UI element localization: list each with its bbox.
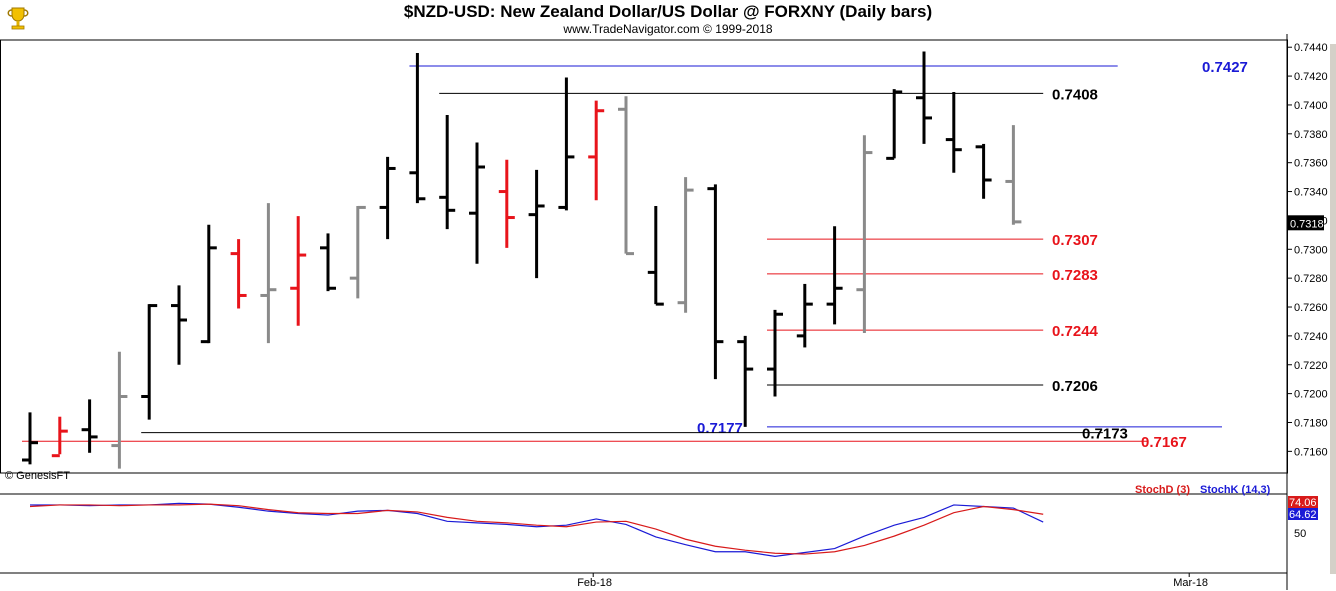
ohlc-bar: [826, 226, 843, 325]
ohlc-bar: [290, 216, 307, 326]
ohlc-bar: [945, 91, 962, 173]
trophy-logo-icon: [7, 7, 29, 30]
ohlc-bar: [647, 205, 664, 306]
price-tick-label: 0.7260: [1294, 302, 1328, 314]
price-tick-label: 0.7160: [1294, 446, 1328, 458]
level-label: 0.7244: [1052, 323, 1099, 340]
level-label: 0.7177: [697, 420, 743, 437]
ohlc-bar: [677, 177, 694, 313]
ohlc-bar: [707, 184, 724, 380]
ohlc-bar: [439, 115, 456, 230]
ohlc-bar: [22, 412, 38, 465]
level-lines: 0.7427 0.7408 0.7307 0.7283 0.7244 0.7206 0.71…: [22, 59, 1248, 451]
price-tick-label: 0.7220: [1294, 360, 1328, 372]
stoch-tick-label: 50: [1294, 528, 1306, 540]
level-label: 0.7173: [1082, 426, 1128, 443]
ohlc-bar: [588, 100, 605, 201]
ohlc-bar: [767, 309, 783, 397]
ohlc-bar: [111, 351, 128, 469]
price-tick-label: 0.7420: [1294, 71, 1328, 83]
chart-title: $NZD-USD: New Zealand Dollar/US Dollar @…: [403, 2, 933, 21]
ohlc-bar: [618, 96, 634, 256]
date-axis: Feb-18 Mar-18: [577, 573, 1208, 589]
genesis-watermark: © GenesisFT: [5, 470, 70, 482]
ohlc-bar: [141, 304, 158, 420]
ohlc-bar: [171, 285, 187, 365]
copyright-text: www.TradeNavigator.com © 1999-2018: [563, 22, 773, 36]
price-tick-label: 0.7340: [1294, 187, 1328, 199]
ohlc-bar: [558, 77, 575, 211]
price-tick-label: 0.7280: [1294, 273, 1328, 285]
level-label: 0.7283: [1052, 267, 1098, 284]
level-label: 0.7307: [1052, 232, 1098, 249]
level-label: 0.7427: [1202, 59, 1248, 76]
ohlc-bar: [975, 143, 992, 199]
stochk-value: 64.62: [1289, 509, 1317, 521]
ohlc-bar: [469, 142, 485, 264]
stochk-value-tag: [1288, 508, 1318, 520]
price-tick-label: 0.7440: [1294, 42, 1328, 54]
last-price-tag: [1288, 215, 1324, 231]
stochk-legend-label: StochK (14,3): [1200, 484, 1271, 496]
level-label: 0.7206: [1052, 378, 1098, 395]
ohlc-bar: [498, 159, 515, 248]
ohlc-bar: [230, 239, 247, 309]
right-scrollbar: [1330, 44, 1336, 574]
ohlc-bar: [320, 233, 336, 292]
level-label: 0.7167: [1141, 434, 1187, 451]
ohlc-bar: [260, 203, 277, 344]
ohlc-bar: [200, 224, 217, 344]
ohlc-bar: [81, 399, 98, 453]
price-tick-label: 0.7380: [1294, 129, 1328, 141]
price-tick-label: 0.7400: [1294, 100, 1328, 112]
stochd-value: 74.06: [1289, 497, 1317, 509]
chart-frame: [0, 34, 1336, 590]
ohlc-bar: [737, 335, 754, 427]
stochd-value-tag: [1288, 496, 1318, 508]
price-tick-label: 0.7300: [1294, 244, 1328, 256]
stochd-legend-label: StochD (3): [1135, 484, 1190, 496]
date-tick-label: Mar-18: [1173, 577, 1208, 589]
price-bars: [22, 51, 1022, 469]
price-axis: 0.7440 0.7420 0.7400 0.7380 0.7360 0.7340 0.73…: [1287, 42, 1328, 458]
ohlc-bar: [51, 416, 68, 458]
ohlc-bar: [528, 169, 545, 279]
stochd-line: [29, 503, 1044, 555]
ohlc-bar: [796, 283, 813, 348]
ohlc-bar: [379, 156, 396, 240]
date-tick-label: Feb-18: [577, 577, 612, 589]
ohlc-bar: [1005, 125, 1022, 225]
ohlc-bar: [916, 51, 932, 144]
ohlc-bar: [409, 52, 426, 204]
last-price-label: 0.7318: [1290, 218, 1324, 230]
stochk-line: [30, 502, 1044, 558]
level-label: 0.7408: [1052, 86, 1098, 103]
price-tick-label: 0.7200: [1294, 389, 1328, 401]
ohlc-bar: [856, 135, 873, 333]
ohlc-bar: [349, 205, 366, 299]
price-tick-label: 0.7180: [1294, 417, 1328, 429]
price-tick-label: 0.7360: [1294, 158, 1328, 170]
ohlc-bar: [886, 89, 903, 160]
chart-header: $NZD-USD: New Zealand Dollar/US Dollar @…: [0, 0, 1336, 36]
price-panel-border: [0, 39, 1288, 474]
price-tick-label: 0.7240: [1294, 331, 1328, 343]
